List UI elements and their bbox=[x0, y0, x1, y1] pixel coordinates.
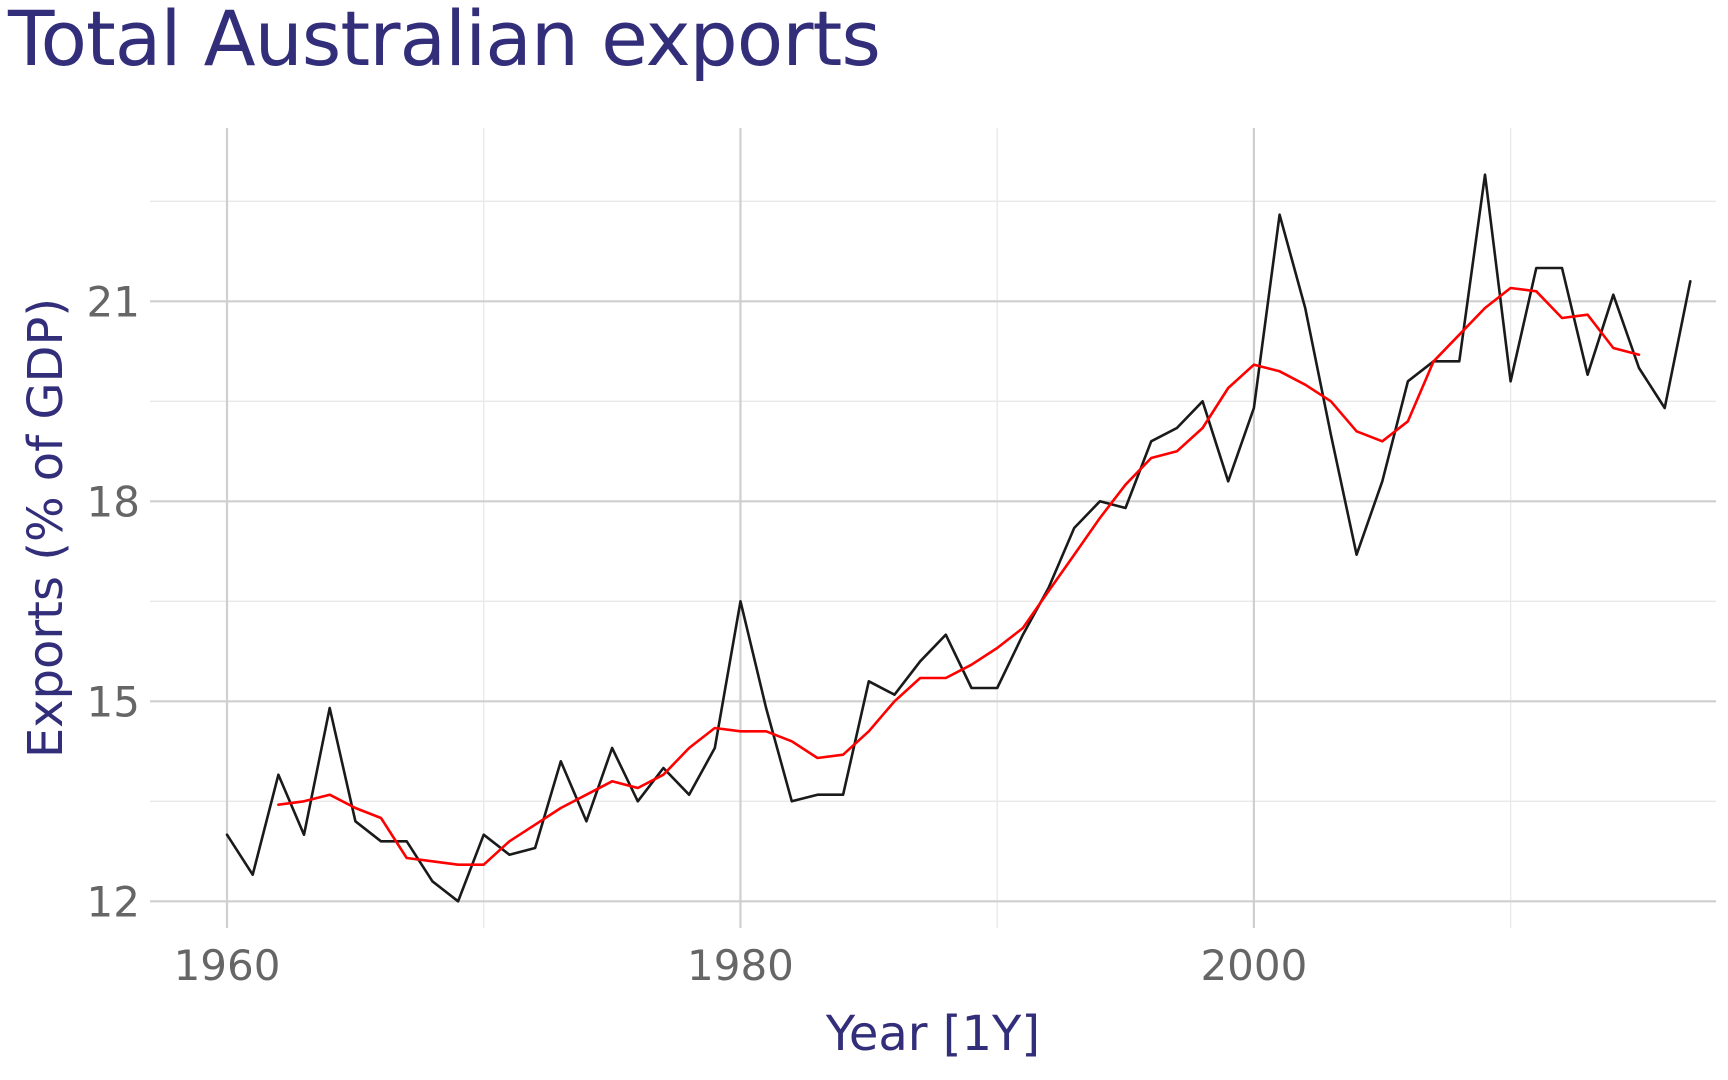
grid-layer bbox=[150, 128, 1716, 928]
series-layer bbox=[225, 173, 1692, 903]
y-tick-label: 18 bbox=[87, 477, 140, 526]
chart-title: Total Australian exports bbox=[8, 0, 881, 83]
x-tick-label: 2000 bbox=[1200, 941, 1307, 990]
exports-series-line bbox=[225, 173, 1692, 903]
y-axis-title: Exports (% of GDP) bbox=[18, 298, 74, 758]
moving-average-series-line bbox=[277, 286, 1641, 867]
y-tick-label: 21 bbox=[87, 277, 140, 326]
y-tick-label: 15 bbox=[87, 677, 140, 726]
x-axis-title: Year [1Y] bbox=[825, 1006, 1040, 1062]
x-tick-label: 1980 bbox=[687, 941, 794, 990]
x-tick-label: 1960 bbox=[174, 941, 281, 990]
tick-labels: 12 15 18 21 1960 1980 2000 bbox=[87, 277, 1308, 990]
y-tick-label: 12 bbox=[87, 877, 140, 926]
